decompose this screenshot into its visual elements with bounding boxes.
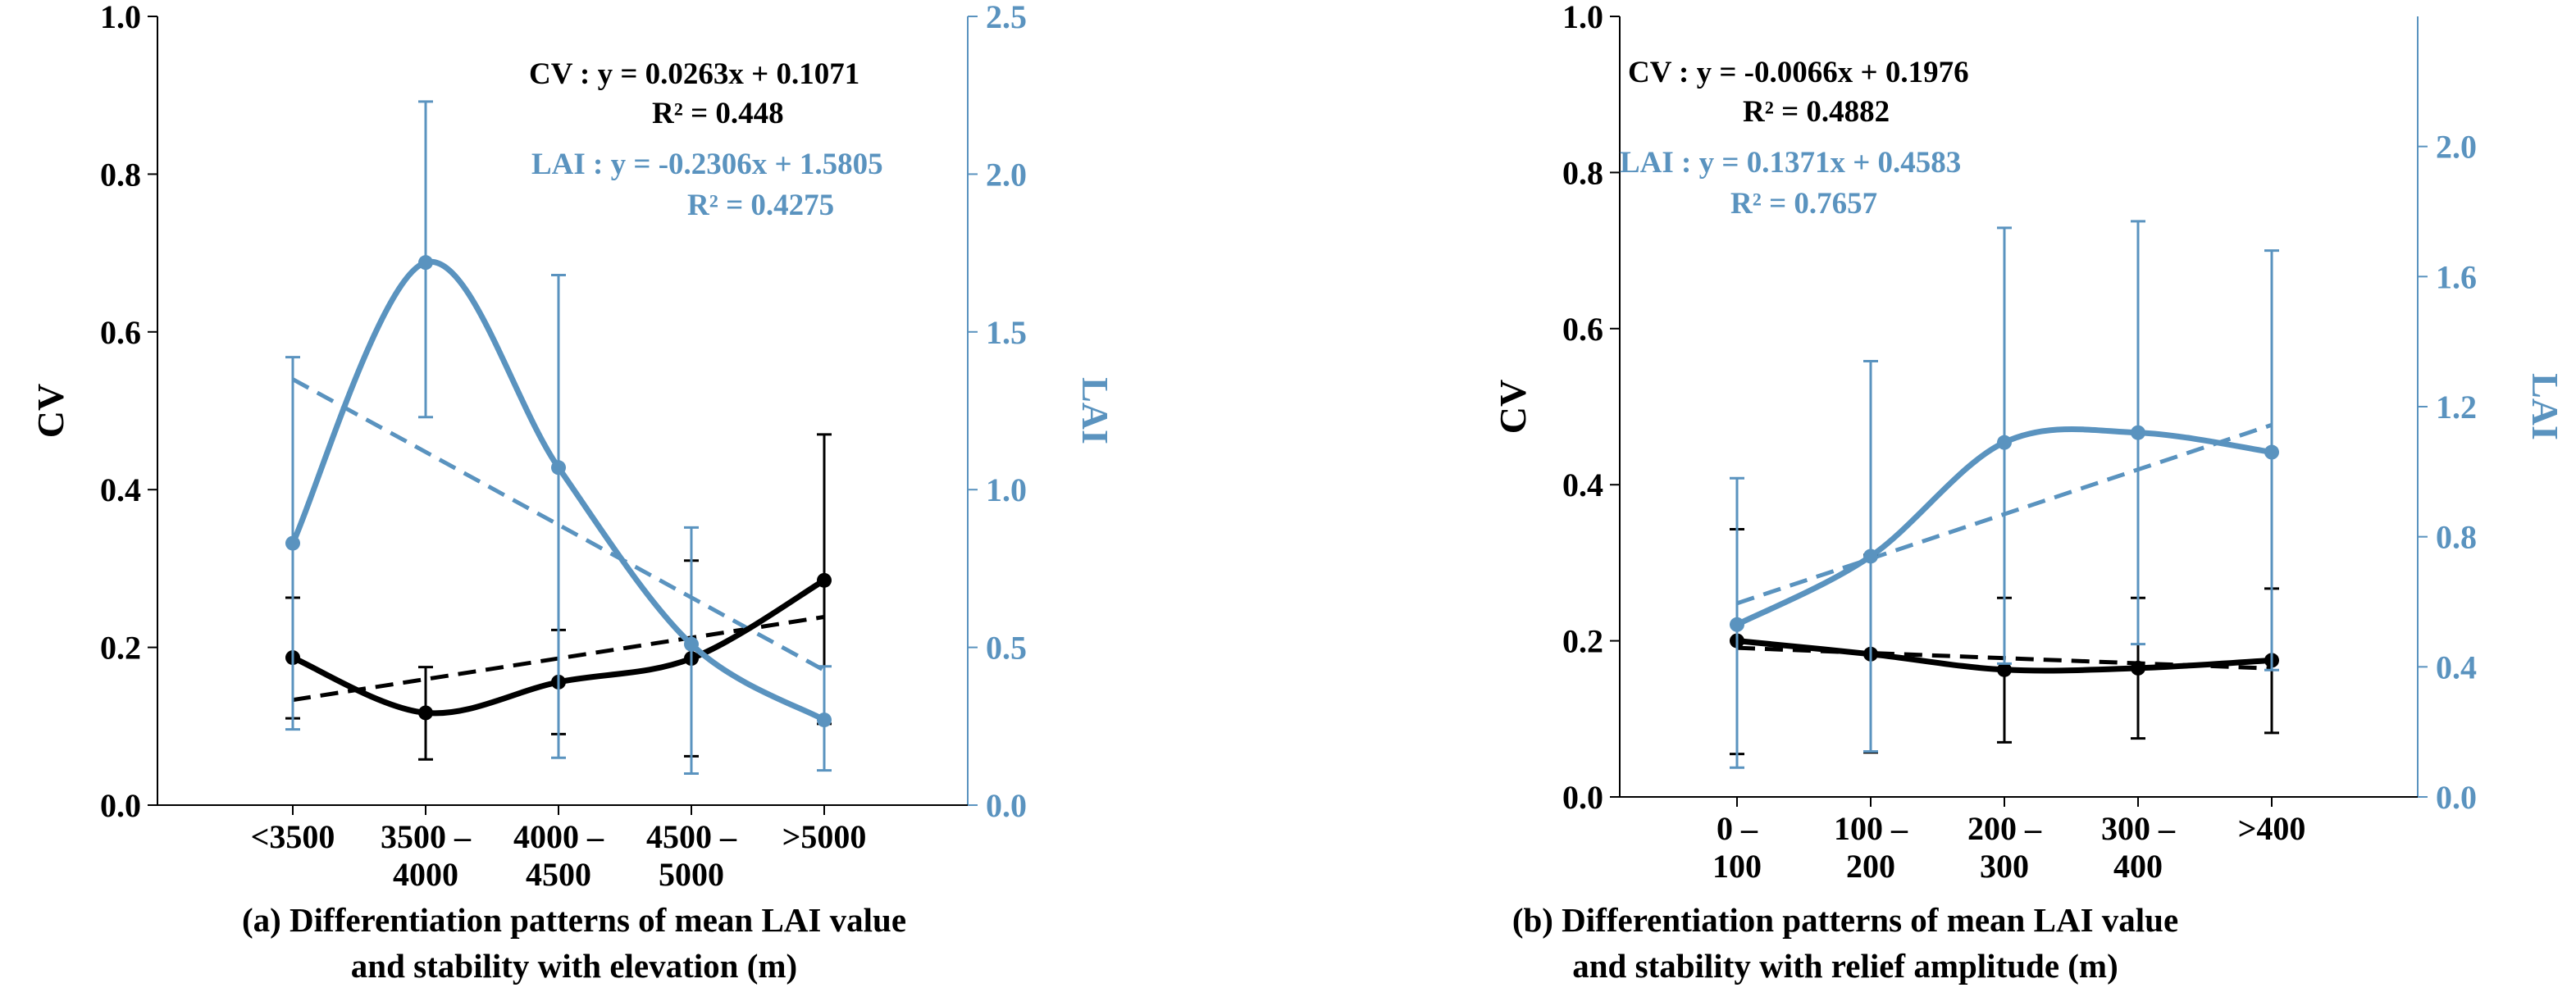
lai-equation: LAI : y = -0.2306x + 1.5805	[531, 148, 883, 181]
x-tick-label-line: 200 –	[1967, 810, 2042, 847]
left-tick-label: 0.0	[1562, 779, 1603, 816]
lai-equation: LAI : y = 0.1371x + 0.4583	[1620, 146, 1961, 180]
right-tick-label: 0.4	[2436, 649, 2477, 685]
lai-data-point	[551, 460, 566, 476]
x-tick-label: 200 –300	[1967, 810, 2042, 885]
right-tick-label: 0.0	[986, 787, 1027, 824]
y-axis-title-left: CV	[1492, 380, 1534, 434]
panel-b-chart: 0.00.20.40.60.81.00.00.40.81.21.62.00 –1…	[1492, 0, 2566, 985]
left-tick-label: 0.4	[1562, 467, 1603, 503]
x-tick-label-line: 4500 –	[646, 818, 737, 855]
x-tick-label-line: 100 –	[1834, 810, 1908, 847]
x-tick-label-line: 4500	[526, 856, 591, 893]
left-tick-label: 0.8	[1562, 154, 1603, 191]
right-tick-label: 1.5	[986, 314, 1027, 351]
cv-data-point	[1997, 662, 2012, 677]
right-tick-label: 1.2	[2436, 389, 2477, 426]
x-tick-label: <3500	[251, 818, 335, 855]
lai-data-point	[684, 636, 699, 652]
right-tick-label: 1.0	[986, 471, 1027, 508]
x-tick-label: 300 –400	[2101, 810, 2176, 885]
right-tick-label: 2.5	[986, 0, 1027, 35]
left-tick-label: 0.4	[100, 471, 141, 508]
cv-r-squared: R² = 0.4882	[1743, 95, 1890, 129]
right-tick-label: 0.8	[2436, 519, 2477, 556]
right-tick-label: 1.6	[2436, 258, 2477, 295]
right-tick-label: 0.0	[2436, 779, 2477, 816]
y-axis-title-right: LAI	[2524, 373, 2566, 440]
cv-equation: CV : y = 0.0263x + 0.1071	[529, 57, 859, 91]
lai-data-point	[1863, 549, 1878, 564]
x-tick-label-line: 3500 –	[381, 818, 472, 855]
left-tick-label: 0.2	[100, 630, 141, 667]
x-tick-label-line: <3500	[251, 818, 335, 855]
caption-line-2: and stability with relief amplitude (m)	[1572, 947, 2118, 985]
x-tick-label: 100 –200	[1834, 810, 1908, 885]
cv-data-point	[817, 572, 832, 588]
lai-data-point	[1997, 435, 2012, 450]
left-tick-label: 0.0	[100, 787, 141, 824]
left-tick-label: 0.6	[1562, 311, 1603, 348]
x-tick-label: 0 –100	[1712, 810, 1762, 885]
caption-line-1: (a) Differentiation patterns of mean LAI…	[242, 901, 906, 939]
lai-data-point	[817, 712, 832, 728]
lai-r-squared: R² = 0.4275	[687, 189, 834, 222]
x-tick-label-line: >5000	[782, 818, 867, 855]
cv-data-point	[418, 705, 433, 721]
left-tick-label: 0.2	[1562, 623, 1603, 660]
cv-r-squared: R² = 0.448	[652, 97, 784, 130]
lai-series-line	[290, 258, 828, 723]
right-tick-label: 0.5	[986, 630, 1027, 667]
lai-data-point	[2131, 425, 2145, 440]
left-tick-label: 0.8	[100, 156, 141, 193]
right-tick-label: 2.0	[986, 156, 1027, 193]
lai-data-point	[285, 535, 300, 551]
caption-line-1: (b) Differentiation patterns of mean LAI…	[1512, 901, 2178, 939]
lai-trendline	[291, 377, 826, 672]
cv-data-point	[2131, 660, 2145, 676]
x-tick-label-line: 300	[1980, 848, 2029, 885]
x-tick-label: >400	[2238, 810, 2306, 847]
cv-equation: CV : y = -0.0066x + 0.1976	[1628, 56, 1969, 89]
lai-data-point	[418, 255, 433, 271]
x-tick-label-line: 4000 –	[513, 818, 604, 855]
right-tick-label: 2.0	[2436, 129, 2477, 166]
left-tick-label: 0.6	[100, 314, 141, 351]
x-tick-label-line: 0 –	[1717, 810, 1758, 847]
x-tick-label-line: 400	[2113, 848, 2163, 885]
lai-r-squared: R² = 0.7657	[1730, 187, 1877, 221]
x-tick-label: 3500 –4000	[381, 818, 472, 893]
panel-a-chart: 0.0 0.2 0.4 0.6 0.8 1.0 0.0 0.5 1.0 1.5 2.0 2.5 <350…	[30, 0, 1116, 985]
lai-data-point	[1730, 617, 1744, 632]
lai-data-point	[2264, 444, 2279, 460]
x-tick-label: 4000 –4500	[513, 818, 604, 893]
x-tick-label-line: 5000	[659, 856, 724, 893]
y-axis-title-right: LAI	[1074, 377, 1116, 444]
left-tick-label: 1.0	[100, 0, 141, 35]
left-tick-label: 1.0	[1562, 0, 1603, 35]
y-axis-title-left: CV	[30, 384, 71, 438]
caption-line-2: and stability with elevation (m)	[351, 947, 797, 985]
x-tick-label-line: 200	[1846, 848, 1895, 885]
x-tick-label-line: >400	[2238, 810, 2306, 847]
x-tick-label: 4500 –5000	[646, 818, 737, 893]
x-tick-label-line: 100	[1712, 848, 1762, 885]
x-tick-label-line: 4000	[393, 856, 458, 893]
x-tick-label: >5000	[782, 818, 867, 855]
x-tick-label-line: 300 –	[2101, 810, 2176, 847]
